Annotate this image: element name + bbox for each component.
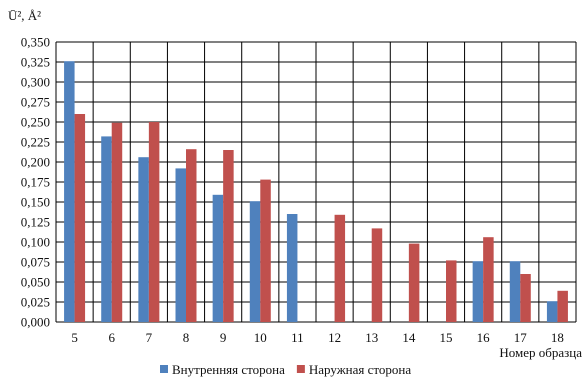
legend: Внутренняя сторона Наружная сторона	[160, 362, 411, 377]
y-tick-label: 0,075	[21, 255, 50, 270]
x-tick-label: 12	[328, 330, 341, 345]
axes: 0,000 0,025 0,050 0,075 0,100 0,125 0,150 0,175…	[21, 35, 564, 346]
bar-outer	[186, 149, 197, 322]
bar-outer	[148, 122, 160, 322]
x-tick-label: 8	[183, 330, 190, 345]
bar-outer	[371, 228, 383, 322]
bar-outer	[408, 243, 420, 322]
x-tick-label: 11	[291, 330, 304, 345]
bar-inner	[546, 301, 558, 322]
y-tick-label: 0,150	[21, 195, 50, 210]
bar-inner	[509, 261, 521, 322]
bars	[64, 61, 568, 322]
legend-swatch	[160, 365, 168, 373]
x-tick-label: 16	[477, 330, 491, 345]
y-tick-label: 0,225	[21, 135, 50, 150]
y-tick-label: 0,175	[21, 175, 50, 190]
bar-inner	[138, 157, 149, 322]
y-tick-label: 0,300	[21, 75, 50, 90]
bar-outer	[74, 114, 86, 322]
y-tick-label: 0,250	[21, 115, 50, 130]
x-tick-label: 14	[402, 330, 416, 345]
y-tick-label: 0,350	[21, 35, 50, 50]
bar-outer	[223, 150, 234, 322]
x-tick-label: 15	[440, 330, 453, 345]
x-tick-label: 9	[220, 330, 227, 345]
x-tick-label: 10	[254, 330, 267, 345]
x-tick-label: 17	[514, 330, 528, 345]
x-tick-label: 5	[71, 330, 78, 345]
x-tick-label: 6	[108, 330, 115, 345]
y-tick-label: 0,050	[21, 275, 50, 290]
bar-outer	[446, 260, 457, 322]
bar-inner	[249, 201, 261, 322]
bar-outer	[334, 214, 346, 322]
bar-inner	[101, 136, 112, 322]
bar-inner	[175, 168, 186, 322]
bar-outer	[483, 237, 494, 322]
legend-label: Внутренняя сторона	[172, 362, 285, 377]
bar-inner	[472, 261, 484, 322]
y-tick-label: 0,200	[21, 155, 50, 170]
bar-outer	[557, 290, 568, 322]
y-tick-label: 0,275	[21, 95, 50, 110]
bar-outer	[260, 179, 271, 322]
bar-inner	[64, 61, 75, 322]
bar-outer	[111, 122, 123, 322]
y-tick-label: 0,025	[21, 295, 50, 310]
y-tick-label: 0,000	[21, 315, 50, 330]
x-tick-label: 7	[146, 330, 153, 345]
y-tick-label: 0,325	[21, 55, 50, 70]
legend-label: Наружная сторона	[309, 362, 411, 377]
legend-swatch	[296, 365, 305, 373]
y-axis-title: Ū², Å²	[8, 8, 41, 23]
grid	[55, 41, 577, 323]
bar-inner	[212, 194, 224, 322]
x-tick-label: 18	[551, 330, 564, 345]
bar-outer	[520, 274, 531, 322]
bar-inner	[286, 214, 298, 322]
x-tick-label: 13	[365, 330, 378, 345]
x-axis-title: Номер образца	[499, 345, 582, 360]
y-tick-label: 0,125	[21, 215, 50, 230]
y-tick-label: 0,100	[21, 235, 50, 250]
